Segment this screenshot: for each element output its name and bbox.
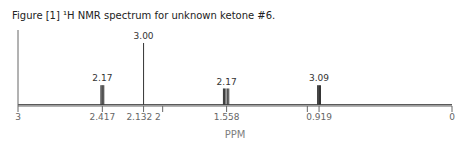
svg-text:0.919: 0.919: [306, 112, 332, 122]
svg-text:3.09: 3.09: [309, 73, 329, 83]
svg-text:PPM: PPM: [225, 129, 246, 140]
svg-text:3: 3: [15, 112, 21, 122]
svg-text:3.00: 3.00: [134, 31, 154, 41]
svg-text:2.132 2: 2.132 2: [126, 112, 160, 122]
html-text:Figure [1] ¹H NMR spectrum for: Figure [1] ¹H NMR spectrum for unknown k…: [12, 10, 276, 21]
svg-text:2.417: 2.417: [89, 112, 115, 122]
svg-text:1.558: 1.558: [214, 112, 240, 122]
svg-text:0: 0: [449, 112, 455, 122]
svg-text:2.17: 2.17: [92, 73, 112, 83]
svg-text:2.17: 2.17: [217, 77, 237, 87]
